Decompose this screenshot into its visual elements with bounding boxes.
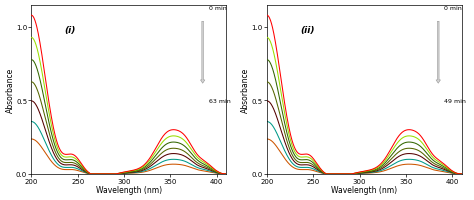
Text: 63 min: 63 min: [209, 98, 230, 103]
Text: (ii): (ii): [300, 26, 315, 35]
Text: 49 min: 49 min: [444, 98, 466, 103]
Text: 0 min: 0 min: [209, 6, 226, 11]
X-axis label: Wavelength (nm): Wavelength (nm): [331, 186, 397, 194]
X-axis label: Wavelength (nm): Wavelength (nm): [96, 186, 162, 194]
Y-axis label: Absorbance: Absorbance: [241, 67, 250, 112]
Text: (i): (i): [64, 26, 76, 35]
Y-axis label: Absorbance: Absorbance: [6, 67, 15, 112]
Text: 0 min: 0 min: [444, 6, 462, 11]
